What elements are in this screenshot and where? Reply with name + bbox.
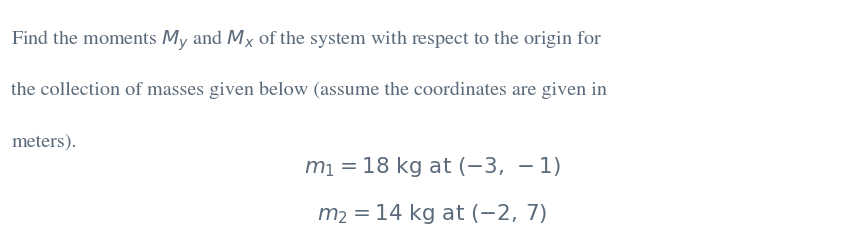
Text: meters).: meters). <box>11 133 77 150</box>
Text: Find the moments $M_y$ and $M_x$ of the system with respect to the origin for: Find the moments $M_y$ and $M_x$ of the … <box>11 29 602 53</box>
Text: $m_1 = 18\ \mathrm{kg\ at}\ (-3,\,-1)$: $m_1 = 18\ \mathrm{kg\ at}\ (-3,\,-1)$ <box>304 155 561 178</box>
Text: $m_2 = 14\ \mathrm{kg\ at}\ (-2,\,7)$: $m_2 = 14\ \mathrm{kg\ at}\ (-2,\,7)$ <box>317 202 548 226</box>
Text: the collection of masses given below (assume the coordinates are given in: the collection of masses given below (as… <box>11 81 607 99</box>
